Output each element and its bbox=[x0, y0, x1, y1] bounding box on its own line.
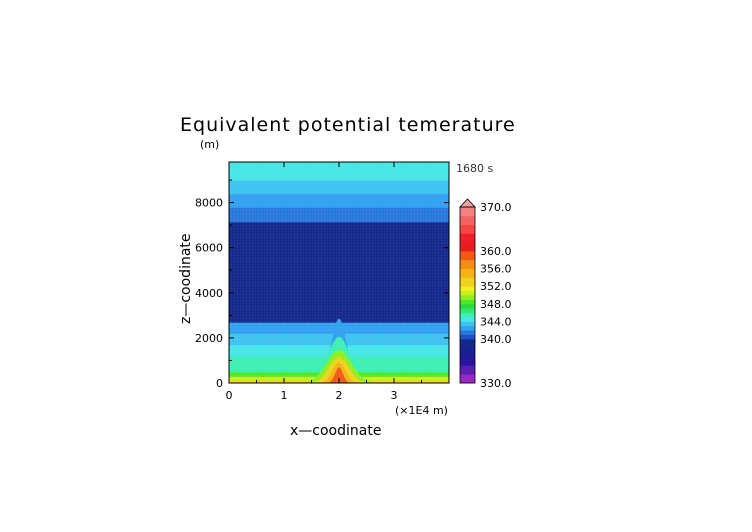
colorbar-swatch bbox=[460, 207, 475, 217]
colorbar-swatch bbox=[460, 321, 475, 327]
y-tick-label: 8000 bbox=[195, 197, 223, 210]
colorbar-tick-label: 340.0 bbox=[480, 333, 512, 346]
colorbar: 330.0 340.0 344.0 348.0 352.0 356.0 360.0 370.0 bbox=[459, 198, 512, 390]
x-tick-label: 2 bbox=[336, 389, 343, 402]
colorbar-swatch bbox=[460, 268, 475, 278]
y-tick-label: 4000 bbox=[195, 287, 223, 300]
colorbar-swatch bbox=[460, 251, 475, 261]
x-ticks: 0 1 2 3 bbox=[226, 162, 422, 402]
colorbar-swatch bbox=[460, 224, 475, 234]
colorbar-swatch bbox=[460, 215, 475, 225]
colorbar-swatch bbox=[460, 325, 475, 331]
colorbar-tick-label: 352.0 bbox=[480, 280, 512, 293]
colorbar-swatch bbox=[460, 303, 475, 309]
x-tick-label: 3 bbox=[391, 389, 398, 402]
colorbar-swatch bbox=[460, 295, 475, 300]
colorbar-tick-label: 330.0 bbox=[480, 377, 512, 390]
y-tick-label: 0 bbox=[216, 377, 223, 390]
x-tick-label: 0 bbox=[226, 389, 233, 402]
colorbar-tick-label: 344.0 bbox=[480, 315, 512, 328]
x-axis-unit: (×1E4 m) bbox=[395, 404, 448, 417]
x-axis-label: x—coodinate bbox=[290, 423, 382, 439]
colorbar-tick-label: 370.0 bbox=[480, 201, 512, 214]
colorbar-swatch bbox=[460, 317, 475, 322]
colorbar-swatch bbox=[460, 299, 475, 305]
colorbar-swatch bbox=[460, 277, 475, 287]
colorbar-swatch bbox=[460, 347, 475, 357]
colorbar-frame bbox=[459, 206, 476, 384]
colorbar-swatch bbox=[460, 374, 475, 384]
colorbar-swatch bbox=[460, 233, 475, 243]
y-ticks: 0 2000 4000 6000 8000 bbox=[195, 179, 449, 390]
colorbar-swatch bbox=[460, 330, 475, 335]
time-label: 1680 s bbox=[456, 162, 494, 175]
colorbar-swatch bbox=[460, 286, 475, 291]
y-tick-label: 2000 bbox=[195, 332, 223, 345]
colorbar-swatch bbox=[460, 339, 475, 349]
x-tick-label: 1 bbox=[281, 389, 288, 402]
colorbar-swatch bbox=[460, 290, 475, 296]
colorbar-swatch bbox=[460, 334, 475, 340]
y-axis-unit: (m) bbox=[200, 138, 220, 151]
chart-title: Equivalent potential temerature bbox=[180, 114, 516, 136]
colorbar-swatch bbox=[460, 312, 475, 318]
colorbar-swatch bbox=[460, 365, 475, 375]
colorbar-tick-label: 348.0 bbox=[480, 298, 512, 311]
grid-overlay bbox=[229, 162, 449, 383]
colorbar-tick-label: 356.0 bbox=[480, 263, 512, 276]
colorbar-overflow-arrow bbox=[459, 198, 476, 208]
colorbar-swatch bbox=[460, 242, 475, 252]
y-tick-label: 6000 bbox=[195, 242, 223, 255]
colorbar-swatch bbox=[460, 308, 475, 313]
colorbar-tick-label: 360.0 bbox=[480, 245, 512, 258]
colorbar-swatch bbox=[460, 356, 475, 366]
colorbar-swatch bbox=[460, 259, 475, 269]
